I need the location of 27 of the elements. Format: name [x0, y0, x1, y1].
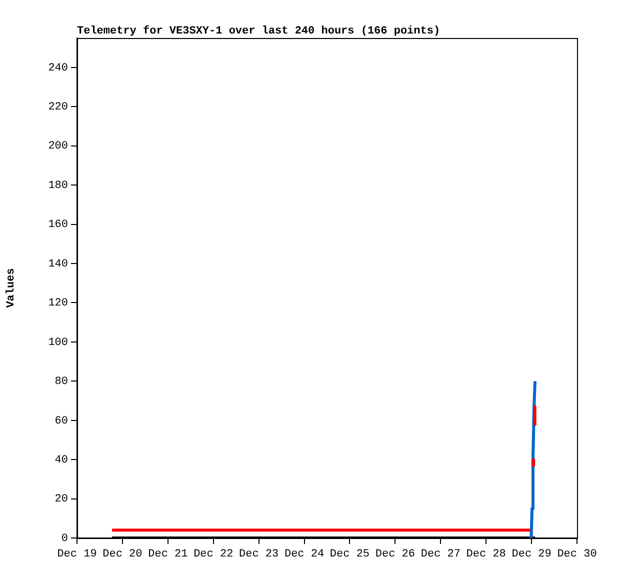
- y-tick-label: 120: [48, 298, 68, 310]
- x-tick-label: Dec 28: [466, 548, 506, 561]
- x-tick-label: Dec 27: [420, 548, 460, 561]
- y-tick-label: 180: [48, 180, 68, 192]
- chart-title: Telemetry for VE3SXY-1 over last 240 hours (166 points): [77, 24, 440, 38]
- x-tick-label: Dec 26: [375, 548, 415, 561]
- y-tick-label: 220: [48, 102, 68, 114]
- x-tick-label: Dec 20: [102, 548, 142, 561]
- y-tick-label: 0: [61, 532, 68, 545]
- y-axis-title: Values: [5, 268, 18, 308]
- y-tick-label: 100: [48, 336, 68, 349]
- x-tick-label: Dec 29: [512, 548, 552, 561]
- y-tick-label: 160: [48, 219, 68, 232]
- y-tick-label: 240: [48, 62, 68, 74]
- x-tick-label: Dec 25: [330, 548, 370, 561]
- y-tick-label: 80: [54, 376, 68, 388]
- y-tick-label: 140: [48, 258, 68, 270]
- y-tick-label: 20: [54, 494, 68, 506]
- y-tick-label: 60: [54, 415, 68, 428]
- y-tick-label: 40: [54, 454, 68, 466]
- x-tick-label: Dec 30: [557, 548, 597, 561]
- x-tick-label: Dec 21: [148, 548, 188, 561]
- x-tick-label: Dec 22: [194, 548, 234, 561]
- x-tick-label: Dec 24: [284, 548, 324, 561]
- y-tick-label: 200: [48, 140, 68, 153]
- x-tick-label: Dec 19: [57, 548, 97, 561]
- x-tick-label: Dec 23: [239, 548, 279, 561]
